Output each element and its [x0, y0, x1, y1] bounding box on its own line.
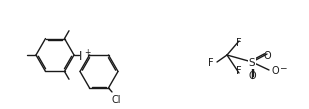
Text: F: F — [236, 38, 242, 48]
Text: O: O — [272, 66, 280, 76]
Text: F: F — [236, 66, 242, 76]
Text: Cl: Cl — [111, 95, 121, 105]
Text: O: O — [248, 71, 256, 81]
Text: F: F — [208, 58, 214, 68]
Text: −: − — [279, 64, 286, 72]
Text: +: + — [84, 48, 91, 57]
Text: S: S — [249, 58, 255, 68]
Text: O: O — [263, 51, 271, 61]
Text: I: I — [79, 50, 83, 63]
